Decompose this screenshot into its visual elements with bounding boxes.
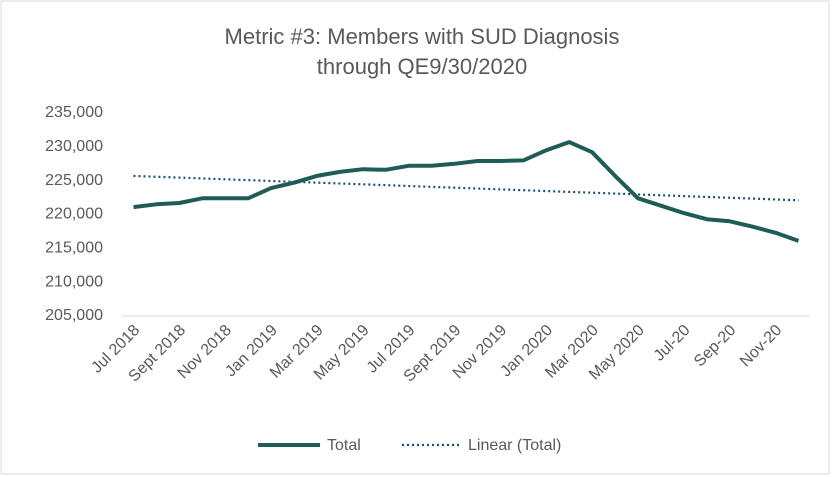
y-tick-label: 225,000 bbox=[45, 172, 103, 189]
y-tick-label: 235,000 bbox=[45, 104, 103, 121]
line-series bbox=[133, 140, 800, 243]
y-tick-label: 205,000 bbox=[45, 307, 103, 324]
chart-title: through QE9/30/2020 bbox=[317, 54, 527, 79]
y-tick-label: 210,000 bbox=[45, 273, 103, 290]
legend-label: Linear (Total) bbox=[468, 437, 561, 454]
y-tick-label: 220,000 bbox=[45, 206, 103, 223]
trendline bbox=[133, 174, 799, 202]
y-tick-label: 230,000 bbox=[45, 138, 103, 155]
chart-title: Metric #3: Members with SUD Diagnosis bbox=[225, 24, 620, 49]
legend-label: Total bbox=[327, 437, 361, 454]
y-tick-label: 215,000 bbox=[45, 240, 103, 257]
